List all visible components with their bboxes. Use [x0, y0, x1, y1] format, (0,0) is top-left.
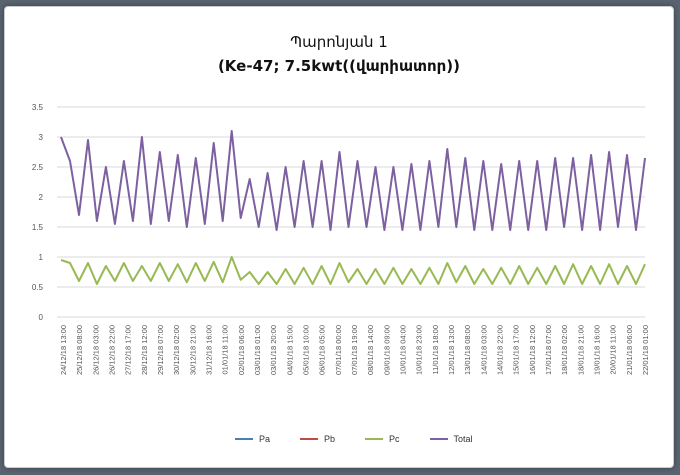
x-tick-label: 12/01/18 13:00: [447, 325, 456, 375]
legend-swatch-pb: [300, 438, 319, 440]
chart-title: Պարոնյան 1: [290, 33, 388, 51]
legend-label-pa: Pa: [259, 434, 271, 444]
series-line-total: [60, 130, 646, 231]
x-tick-label: 26/12/18 22:00: [108, 325, 117, 375]
x-tick-label: 24/12/18 13:00: [59, 325, 68, 375]
legend-label-total: Total: [453, 434, 473, 444]
x-tick-label: 04/01/18 15:00: [285, 325, 294, 375]
x-tick-label: 08/01/18 14:00: [366, 325, 375, 375]
line-chart: 0 0.5 1 1.5 2 2.5 3 3.5 24/12/18 13:00 25/12/18 0…: [32, 103, 650, 375]
legend-label-pb: Pb: [324, 434, 336, 444]
y-tick-label: 1.5: [32, 223, 44, 232]
x-tick-label: 30/12/18 21:00: [188, 325, 197, 375]
x-tick-label: 22/01/18 01:00: [641, 325, 650, 375]
x-tick-label: 10/01/18 04:00: [399, 325, 408, 375]
y-tick-label: 0: [39, 313, 44, 322]
x-tick-label: 03/01/18 20:00: [269, 325, 278, 375]
x-tick-label: 07/01/18 00:00: [334, 325, 343, 375]
x-tick-label: 25/12/18 08:00: [75, 325, 84, 375]
y-tick-label: 3.5: [32, 103, 44, 112]
x-tick-label: 19/01/18 16:00: [593, 325, 602, 375]
legend-item-pb: Pb: [300, 434, 335, 444]
x-tick-label: 05/01/18 10:00: [302, 325, 311, 375]
chart-subtitle: (Ke-47; 7.5kwt((վարիատոր)): [217, 57, 461, 75]
x-tick-label: 03/01/18 01:00: [253, 325, 262, 375]
x-tick-label: 18/01/18 02:00: [560, 325, 569, 375]
legend-item-pc: Pc: [365, 434, 400, 444]
x-tick-label: 11/01/18 18:00: [431, 325, 440, 375]
x-tick-label: 07/01/18 19:00: [350, 325, 359, 375]
x-tick-label: 21/01/18 06:00: [625, 325, 634, 375]
chart-legend: Pa Pb Pc Total: [235, 431, 473, 447]
x-tick-label: 02/01/18 06:00: [237, 325, 246, 375]
y-tick-label: 2.5: [32, 163, 44, 172]
x-tick-label: 09/01/18 09:00: [382, 325, 391, 375]
legend-item-pa: Pa: [235, 434, 270, 444]
x-tick-label: 27/12/18 17:00: [124, 325, 133, 375]
x-tick-label: 01/01/18 11:00: [221, 325, 230, 375]
x-tick-label: 14/01/18 03:00: [479, 325, 488, 375]
x-tick-label: 26/12/18 03:00: [91, 325, 100, 375]
y-tick-label: 1: [39, 253, 44, 262]
x-tick-label: 18/01/18 21:00: [576, 325, 585, 375]
x-tick-label: 15/01/18 17:00: [512, 325, 521, 375]
x-tick-label: 17/01/18 07:00: [544, 325, 553, 375]
x-tick-label: 06/01/18 05:00: [318, 325, 327, 375]
legend-item-total: Total: [429, 434, 473, 444]
x-tick-label: 13/01/18 08:00: [463, 325, 472, 375]
y-tick-label: 2: [39, 193, 44, 202]
x-tick-label: 28/12/18 12:00: [140, 325, 149, 375]
x-tick-label: 29/12/18 07:00: [156, 325, 165, 375]
x-tick-label: 16/01/18 12:00: [528, 325, 537, 375]
legend-swatch-pa: [235, 438, 253, 440]
x-tick-label: 30/12/18 02:00: [172, 325, 181, 375]
legend-label-pc: Pc: [389, 434, 400, 444]
legend-swatch-total: [429, 438, 448, 440]
y-tick-label: 0.5: [32, 283, 44, 292]
x-tick-label: 10/01/18 23:00: [415, 325, 424, 375]
legend-swatch-pc: [365, 438, 384, 440]
y-tick-label: 3: [39, 133, 44, 142]
x-tick-label: 31/12/18 16:00: [205, 325, 214, 375]
series-line-pc: [60, 256, 646, 285]
x-tick-label: 20/01/18 11:00: [609, 325, 618, 375]
x-tick-label: 14/01/18 22:00: [496, 325, 505, 375]
